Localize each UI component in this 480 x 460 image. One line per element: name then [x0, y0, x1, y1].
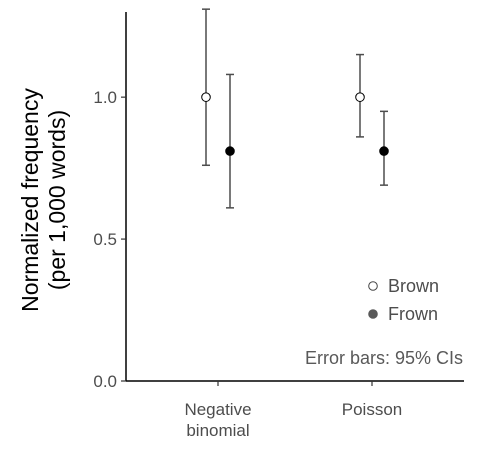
y-axis-title-line: (per 1,000 words): [44, 110, 70, 290]
legend-label-frown: Frown: [388, 304, 438, 324]
y-tick-label: 0.5: [93, 230, 117, 249]
legend-marker-frown: [368, 309, 378, 319]
y-tick-label: 1.0: [93, 88, 117, 107]
legend-label-brown: Brown: [388, 276, 439, 296]
y-axis-title-line: Normalized frequency: [17, 88, 43, 312]
point-brown: [201, 92, 211, 102]
plot-area: 0.0 0.5 1.0 Negative binomial Poisson: [93, 8, 464, 440]
x-tick-label: Poisson: [342, 400, 402, 419]
point-frown: [379, 146, 389, 156]
x-tick-label: Negative binomial: [184, 400, 251, 440]
point-frown: [225, 146, 235, 156]
y-axis-title: Normalized frequency(per 1,000 words): [17, 88, 70, 312]
x-tick-label-line: Negative: [184, 400, 251, 419]
x-tick-label-line: binomial: [186, 421, 249, 440]
x-tick-label-line: Poisson: [342, 400, 402, 419]
errorbar-annotation: Error bars: 95% CIs: [305, 348, 463, 368]
point-brown: [355, 92, 365, 102]
y-tick-label: 0.0: [93, 372, 117, 391]
legend: Brown Frown: [368, 276, 439, 324]
legend-marker-brown: [368, 281, 378, 291]
